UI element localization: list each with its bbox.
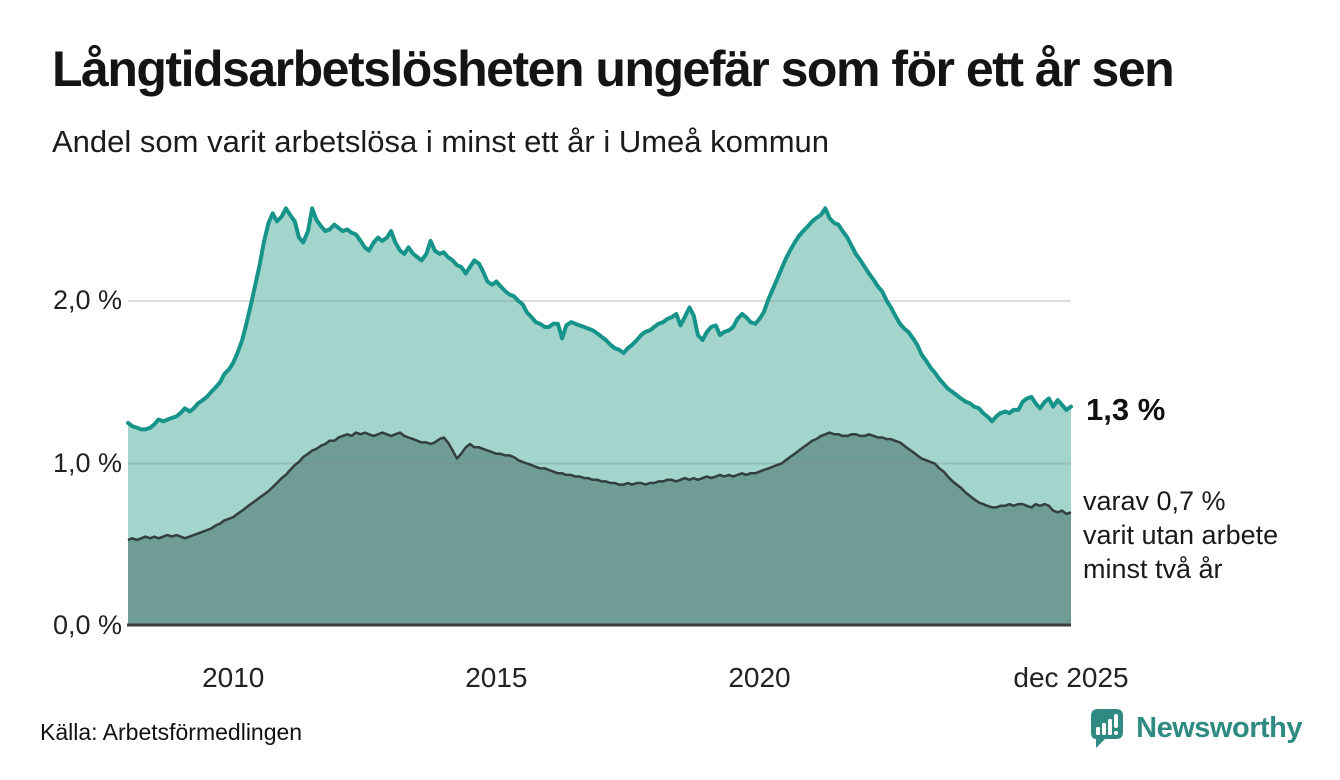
y-tick-label: 2,0 %	[52, 285, 122, 315]
newsworthy-wordmark: Newsworthy	[1136, 712, 1302, 744]
secondary-value-annotation: varav 0,7 % varit utan arbete minst två …	[1083, 486, 1279, 584]
total-line	[126, 206, 1073, 432]
newsworthy-bubble-chart-icon	[1091, 709, 1124, 748]
chart-title: Långtidsarbetslösheten ungefär som för e…	[52, 41, 1175, 97]
x-tick-label: dec 2025	[1013, 662, 1129, 693]
x-tick-label: 2010	[202, 662, 265, 693]
total-value-annotation: 1,3 %	[1086, 392, 1166, 427]
newsworthy-logo: Newsworthy	[1090, 706, 1302, 758]
source-text: Källa: Arbetsförmedlingen	[40, 719, 303, 745]
x-tick-label: 2015	[465, 662, 528, 693]
y-tick-label: 1,0 %	[52, 447, 122, 478]
two-year-area	[128, 432, 1071, 626]
x-tick-label: 2020	[728, 662, 791, 693]
chart-subtitle: Andel som varit arbetslösa i minst ett å…	[52, 124, 829, 159]
y-tick-label: 0,0 %	[52, 610, 122, 640]
two-year-line	[127, 431, 1072, 542]
